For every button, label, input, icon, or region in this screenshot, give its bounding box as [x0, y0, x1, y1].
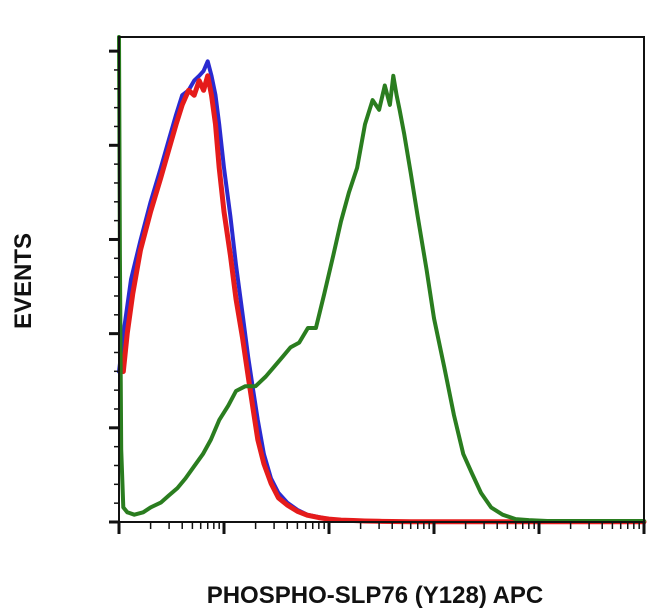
y-axis-title: EVENTS [10, 233, 37, 329]
x-axis-ticks [117, 522, 646, 534]
plot-frame [118, 36, 645, 523]
series-line-1 [117, 59, 646, 524]
series-line-3 [117, 35, 646, 523]
series-layer [117, 35, 647, 525]
x-axis-title: PHOSPHO-SLP76 (Y128) APC [207, 582, 544, 608]
y-axis-ticks [109, 49, 119, 524]
